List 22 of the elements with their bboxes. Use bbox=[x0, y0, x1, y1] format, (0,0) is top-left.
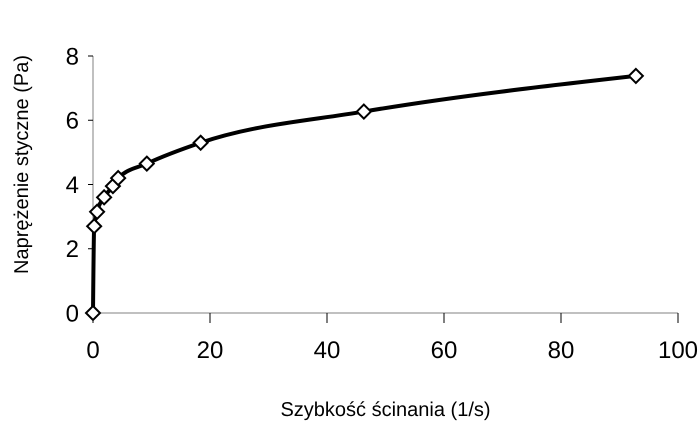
point bbox=[85, 305, 101, 321]
x-tick-label: 0 bbox=[86, 337, 100, 364]
point bbox=[192, 134, 209, 151]
x-tick-label: 80 bbox=[548, 337, 574, 364]
point bbox=[628, 68, 644, 84]
y-tick-label: 0 bbox=[66, 300, 79, 328]
point bbox=[110, 170, 126, 186]
x-axis-title: Szybkość ścinania (1/s) bbox=[280, 399, 491, 421]
x-tick-label: 100 bbox=[658, 337, 698, 364]
y-tick-label: 2 bbox=[66, 236, 79, 264]
y-axis-title: Naprężenie styczne (Pa) bbox=[11, 55, 33, 274]
x-tick-label: 60 bbox=[430, 337, 458, 364]
y-tick-label: 4 bbox=[66, 172, 79, 199]
point bbox=[86, 218, 102, 234]
y-tick-label: 6 bbox=[66, 108, 79, 135]
point bbox=[96, 189, 112, 206]
x-tick-label: 20 bbox=[196, 337, 224, 364]
point bbox=[138, 156, 155, 172]
y-tick-label: 8 bbox=[66, 43, 79, 70]
point bbox=[89, 204, 106, 220]
x-tick-label: 40 bbox=[314, 337, 340, 364]
point bbox=[356, 104, 372, 120]
